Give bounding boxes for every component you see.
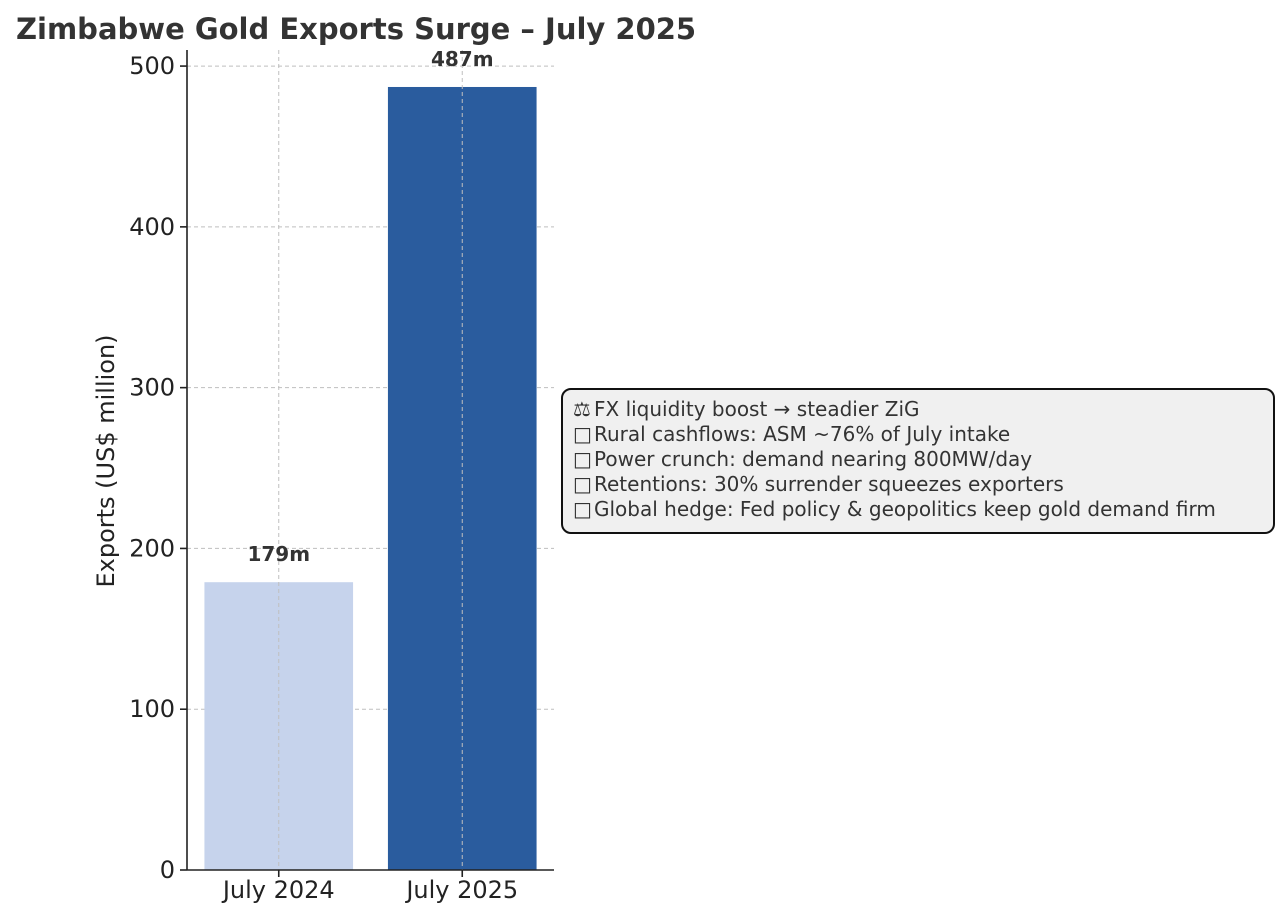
x-tick-label: July 2024: [221, 876, 335, 904]
y-axis-label: Exports (US$ million): [92, 334, 120, 587]
annotation-line: □ Retentions: 30% surrender squeezes expo…: [573, 472, 1263, 497]
annotation-line: □ Global hedge: Fed policy & geopolitics …: [573, 497, 1263, 522]
y-tick-label: 500: [129, 52, 175, 80]
annotation-text: Global hedge: Fed policy & geopolitics k…: [594, 497, 1216, 521]
axis-layer: [180, 50, 554, 877]
annotation-line: ⚖ FX liquidity boost → steadier ZiG: [573, 397, 1263, 422]
annotation-line: □ Rural cashflows: ASM ~76% of July intak…: [573, 422, 1263, 447]
y-tick-label: 100: [129, 695, 175, 723]
vertical-grid-layer: [278, 50, 463, 870]
annotation-box: ⚖ FX liquidity boost → steadier ZiG □ Rural…: [561, 388, 1275, 534]
annotation-line: □ Power crunch: demand nearing 800MW/day: [573, 447, 1263, 472]
chart-title: Zimbabwe Gold Exports Surge – July 2025: [16, 12, 696, 46]
scales-icon: ⚖: [573, 397, 591, 421]
y-tick-label: 0: [160, 856, 175, 884]
bar-data-label: 179m: [247, 542, 310, 566]
annotation-text: FX liquidity boost → steadier ZiG: [594, 397, 920, 421]
missing-glyph-icon: □: [573, 472, 592, 496]
bar-layer: [204, 86, 537, 870]
missing-glyph-icon: □: [573, 422, 592, 446]
annotation-text: Retentions: 30% surrender squeezes expor…: [594, 472, 1064, 496]
label-layer: 0 100 200 300 400 500 July 2024 179m July 2025 48…: [129, 47, 518, 904]
y-tick-label: 300: [129, 374, 175, 402]
annotation-text: Power crunch: demand nearing 800MW/day: [594, 447, 1033, 471]
y-tick-label: 400: [129, 213, 175, 241]
missing-glyph-icon: □: [573, 497, 592, 521]
missing-glyph-icon: □: [573, 447, 592, 471]
y-tick-label: 200: [129, 534, 175, 562]
bar-data-label: 487m: [431, 47, 494, 71]
x-tick-label: July 2025: [404, 876, 518, 904]
annotation-text: Rural cashflows: ASM ~76% of July intake: [594, 422, 1011, 446]
